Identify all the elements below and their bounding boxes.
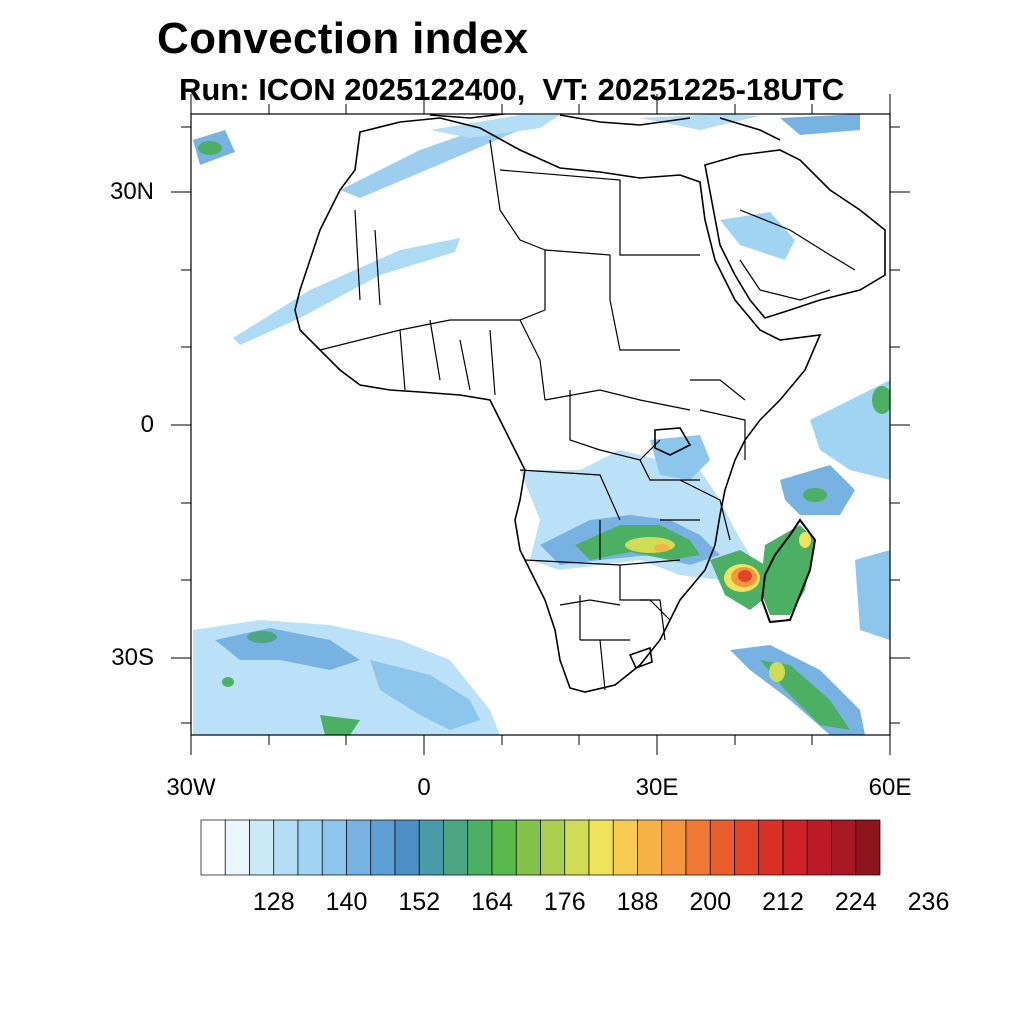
colorbar-tick-label: 152 [398,888,441,916]
field-nw-core [198,141,222,155]
border-lines-east [579,379,746,641]
field-mozambique-red [738,570,752,582]
colorbar-swatch [418,819,444,876]
colorbar-swatch [734,819,760,876]
colorbar-tick-label: 176 [543,888,586,916]
convection-field [193,114,890,735]
country-borders [319,139,856,691]
colorbar-swatch [612,819,638,876]
colorbar-tick-label: 140 [325,888,368,916]
lat-label-0: 0 [140,411,154,438]
colorbar-swatch [515,819,541,876]
field-atlantic-green-2 [222,677,234,687]
lesotho-outline [628,646,653,670]
colorbar-swatch [637,819,663,876]
field-top-right [640,114,760,130]
lon-label-0: 0 [417,774,431,801]
colorbar-tick-label: 200 [689,888,732,916]
colorbar-tick-label: 128 [252,888,295,916]
colorbar-swatch [200,819,226,876]
map-title: Convection index [157,14,529,63]
colorbar-swatch [297,819,323,876]
colorbar-tick-label: 224 [834,888,877,916]
colorbar-swatch [831,819,857,876]
colorbar-swatch [709,819,735,876]
field-madagascar-yellow [799,532,811,548]
field-streak-northwest [233,238,460,345]
border-lines-arabia [739,209,856,301]
field-southeast-yellow [769,662,785,682]
field-zambia-orange [654,544,670,552]
colorbar-swatch [321,819,347,876]
border-lines-south [559,599,621,691]
colorbar-swatch [661,819,687,876]
colorbar-swatch [540,819,566,876]
colorbar-tick-label: 164 [471,888,513,916]
coastlines [294,114,886,693]
colorbar-swatch [249,819,275,876]
field-swirl-core [803,488,827,502]
colorbar-tick-label: 188 [616,888,659,916]
africa-coastline [294,117,822,693]
axis-ticks [171,94,910,755]
field-streak-north-top [430,115,560,138]
colorbar-swatch [491,819,517,876]
colorbar-swatch [758,819,784,876]
colorbar-swatch [588,819,614,876]
colorbar-swatch [806,819,832,876]
colorbar-swatch [467,819,493,876]
lon-label-30w: 30W [166,774,216,801]
border-lines-central [519,389,700,621]
border-lines-west [319,309,546,401]
lat-label-30s: 30S [111,644,154,671]
colorbar-swatch [273,819,299,876]
field-top-right-2 [780,114,860,135]
field-atlantic-bottom [320,715,360,735]
colorbar-swatch [370,819,396,876]
colorbar-swatch [855,819,881,876]
colorbar-swatch [685,819,711,876]
field-indian-ocean-south [855,550,890,640]
lon-label-60e: 60E [868,774,912,801]
field-east-lakes [650,435,710,480]
field-arabia [720,212,795,260]
border-lines-north [354,139,700,351]
field-indian-ocean-east [810,380,890,480]
colorbar-swatch [443,819,469,876]
colorbar-tick-label: 212 [762,888,804,916]
colorbar [200,819,881,876]
colorbar-swatch [564,819,590,876]
lon-label-30e: 30E [635,774,679,801]
colorbar-swatch [346,819,372,876]
colorbar-swatch [394,819,420,876]
colorbar-tick-label: 236 [907,888,950,916]
arabia-coastline [704,149,886,319]
lat-label-30n: 30N [109,178,154,205]
colorbar-swatch [782,819,808,876]
field-indian-ocean-green [872,386,890,414]
mediterranean-north [429,114,781,141]
field-streak-sahara [340,116,530,198]
colorbar-swatch [224,819,250,876]
field-atlantic-green-1 [247,631,277,643]
field-atlantic-band [370,660,480,730]
madagascar-outline [760,518,817,624]
map-subtitle: Run: ICON 2025122400, VT: 20251225-18UTC [179,72,845,107]
